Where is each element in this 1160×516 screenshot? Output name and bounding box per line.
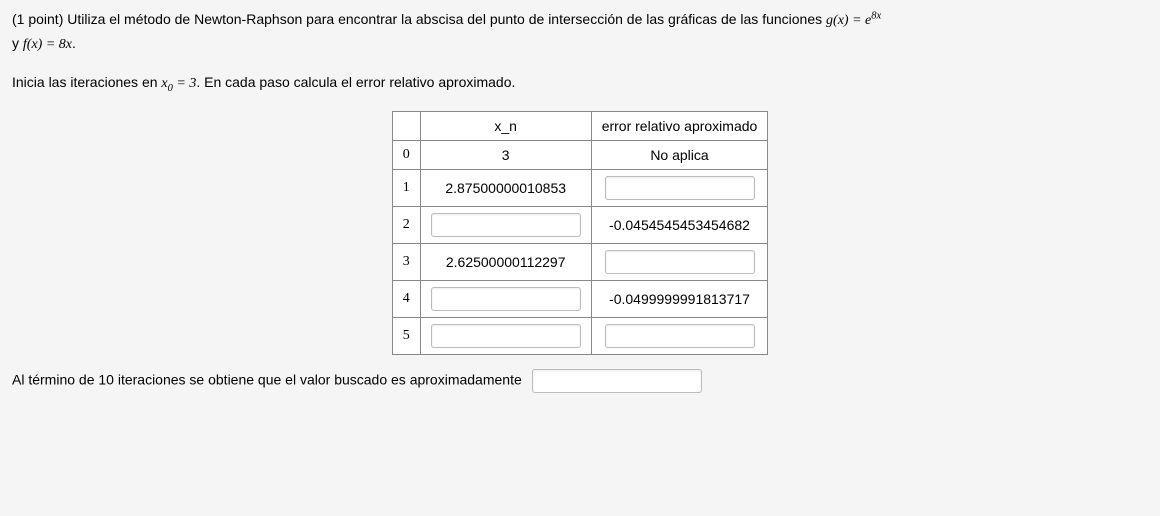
xn-cell: 2.87500000010853: [420, 170, 591, 207]
iteration-instruction: Inicia las iteraciones en x0 = 3. En cad…: [12, 71, 1148, 98]
xn-input[interactable]: [431, 287, 581, 311]
iterations-table: x_n error relativo aproximado 03No aplic…: [392, 111, 769, 355]
final-answer-line: Al término de 10 iteraciones se obtiene …: [12, 369, 1148, 393]
xn-cell: 2.62500000112297: [420, 244, 591, 281]
instr-b: . En cada paso calcula el error relativo…: [196, 74, 515, 90]
err-cell: No aplica: [591, 141, 768, 170]
row-index: 4: [392, 281, 420, 318]
final-answer-input[interactable]: [532, 369, 702, 393]
points-label: (1 point): [12, 11, 67, 27]
err-cell: [591, 170, 768, 207]
problem-statement: (1 point) Utiliza el método de Newton-Ra…: [12, 8, 1148, 57]
table-row: 03No aplica: [392, 141, 768, 170]
err-input[interactable]: [605, 176, 755, 200]
row-index: 1: [392, 170, 420, 207]
problem-line1: Utiliza el método de Newton-Raphson para…: [67, 11, 826, 27]
xn-input[interactable]: [431, 324, 581, 348]
table-row: 32.62500000112297: [392, 244, 768, 281]
xn-cell: [420, 281, 591, 318]
err-cell: [591, 244, 768, 281]
col-err-header: error relativo aproximado: [591, 112, 768, 141]
err-cell: [591, 318, 768, 355]
xn-cell: [420, 207, 591, 244]
row-index: 2: [392, 207, 420, 244]
row-index: 0: [392, 141, 420, 170]
problem-line2a: y: [12, 35, 23, 51]
table-row: 12.87500000010853: [392, 170, 768, 207]
x0-expression: x0 = 3: [161, 76, 196, 91]
table-row: 4 -0.0499999991813717: [392, 281, 768, 318]
err-input[interactable]: [605, 250, 755, 274]
err-cell: -0.0499999991813717: [591, 281, 768, 318]
row-index: 5: [392, 318, 420, 355]
f-expression: f(x) = 8x: [23, 37, 72, 52]
table-row: 2 -0.0454545453454682: [392, 207, 768, 244]
table-row: 5: [392, 318, 768, 355]
err-input[interactable]: [605, 324, 755, 348]
g-expression: g(x) = e8x: [826, 13, 881, 28]
problem-line2b: .: [72, 35, 76, 51]
row-index: 3: [392, 244, 420, 281]
err-cell: -0.0454545453454682: [591, 207, 768, 244]
xn-cell: [420, 318, 591, 355]
instr-a: Inicia las iteraciones en: [12, 74, 161, 90]
xn-input[interactable]: [431, 213, 581, 237]
col-idx-header: [392, 112, 420, 141]
final-text: Al término de 10 iteraciones se obtiene …: [12, 372, 522, 388]
col-xn-header: x_n: [420, 112, 591, 141]
xn-cell: 3: [420, 141, 591, 170]
